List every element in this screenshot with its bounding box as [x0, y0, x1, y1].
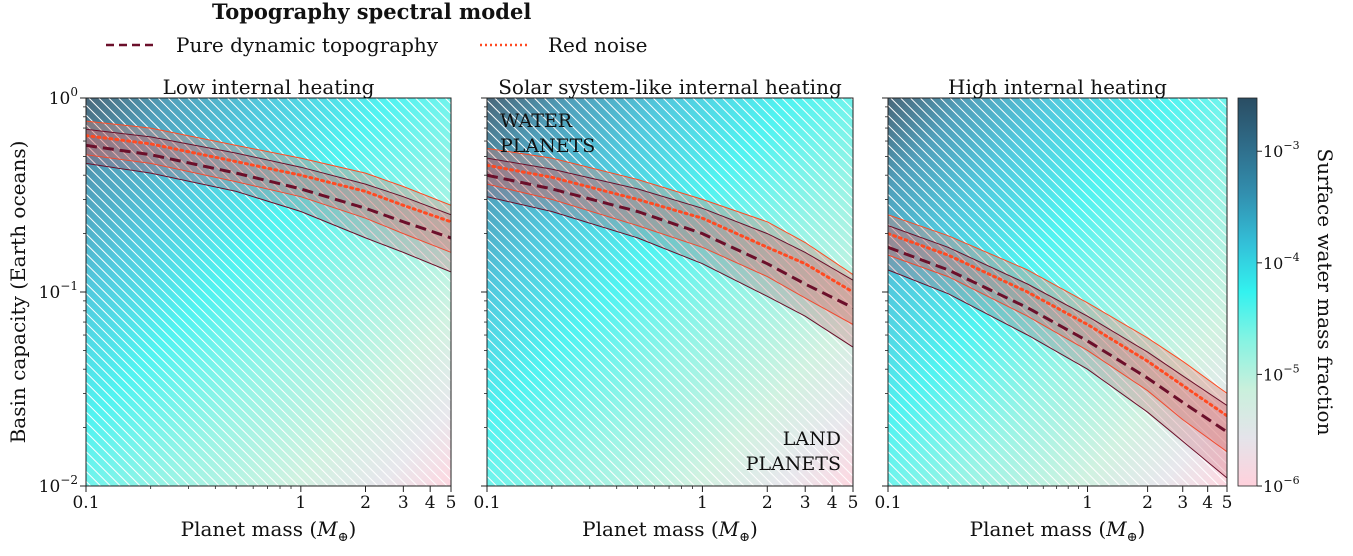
- plot-area: [888, 214, 1227, 479]
- x-tick-label: 0.1: [874, 493, 901, 513]
- panel-title: Low internal heating: [163, 75, 375, 99]
- x-tick-label: 0.1: [72, 493, 99, 513]
- panel-title: Solar system-like internal heating: [498, 75, 842, 99]
- dynamic-line: [487, 173, 853, 310]
- x-tick-label: 2: [1142, 493, 1153, 513]
- dynamic-line: [86, 143, 451, 240]
- y-tick-label: 100: [49, 85, 78, 109]
- rednoise-band: [86, 120, 451, 253]
- legend-title: Topography spectral model: [212, 0, 531, 24]
- y-tick-label: 10−2: [39, 473, 78, 497]
- water-planets-line2: PLANETS: [500, 135, 595, 157]
- x-tick-label: 5: [446, 493, 457, 513]
- annotations: WATER PLANETS LAND PLANETS: [500, 110, 841, 475]
- colorbar-tick-label: 10−3: [1263, 139, 1300, 161]
- colorbar-tick-label: 10−6: [1263, 474, 1300, 496]
- x-tick-label: 2: [360, 493, 371, 513]
- rednoise-band: [888, 214, 1227, 453]
- rednoise-line: [888, 232, 1227, 418]
- x-tick-label: 5: [848, 493, 859, 513]
- x-tick-label: 3: [1177, 493, 1188, 513]
- panel-3: High internal heating 0.1 1 2 3 4 5 Planet mass…: [874, 75, 1232, 545]
- x-tick-label: 3: [800, 493, 811, 513]
- y-axis-label: Basin capacity (Earth oceans): [6, 141, 30, 444]
- x-axis-label: Planet mass (M⊕): [970, 517, 1146, 545]
- plot-area: [487, 147, 853, 348]
- legend-label-dynamic: Pure dynamic topography: [176, 33, 439, 57]
- colorbar-ticks: 10−3 10−4 10−5 10−6: [1257, 139, 1300, 496]
- x-tick-label: 2: [762, 493, 773, 513]
- land-planets-line1: LAND: [783, 428, 841, 450]
- rednoise-line: [86, 134, 451, 224]
- rednoise-line: [487, 163, 853, 294]
- land-planets-line2: PLANETS: [746, 453, 841, 475]
- x-axis-label: Planet mass (M⊕): [181, 517, 357, 545]
- panel-1: Low internal heating 0.1 1 2 3 4 5 Planet mass …: [39, 75, 457, 545]
- x-tick-label: 5: [1222, 493, 1233, 513]
- legend-label-rednoise: Red noise: [548, 33, 647, 57]
- panel-2: Solar system-like internal heating 0.1 1 2 3…: [473, 75, 858, 545]
- x-tick-label: 3: [398, 493, 409, 513]
- panel-title: High internal heating: [948, 75, 1167, 99]
- x-tick-label: 4: [827, 493, 838, 513]
- colorbar-gradient: [1237, 97, 1258, 487]
- dynamic-band: [86, 128, 451, 273]
- colorbar-tick-label: 10−5: [1263, 362, 1300, 384]
- x-tick-label: 1: [1082, 493, 1093, 513]
- x-axis-label: Planet mass (M⊕): [582, 517, 758, 545]
- dynamic-band: [888, 225, 1227, 479]
- x-tick-label: 4: [425, 493, 436, 513]
- hatched-background: [487, 98, 853, 486]
- rednoise-band: [487, 147, 853, 326]
- colorbar-tick-label: 10−4: [1263, 251, 1300, 273]
- plot-area: [86, 120, 451, 273]
- x-tick-label: 0.1: [473, 493, 500, 513]
- x-tick-label: 1: [295, 493, 306, 513]
- colorbar: 10−3 10−4 10−5 10−6 Surface water mass frac…: [1237, 97, 1337, 496]
- dynamic-band: [487, 157, 853, 348]
- water-planets-line1: WATER: [500, 110, 573, 132]
- x-tick-label: 4: [1202, 493, 1213, 513]
- x-tick-label: 1: [697, 493, 708, 513]
- colorbar-label: Surface water mass fraction: [1313, 149, 1337, 436]
- y-tick-label: 10−1: [39, 279, 78, 303]
- legend: Topography spectral model Pure dynamic t…: [106, 0, 647, 57]
